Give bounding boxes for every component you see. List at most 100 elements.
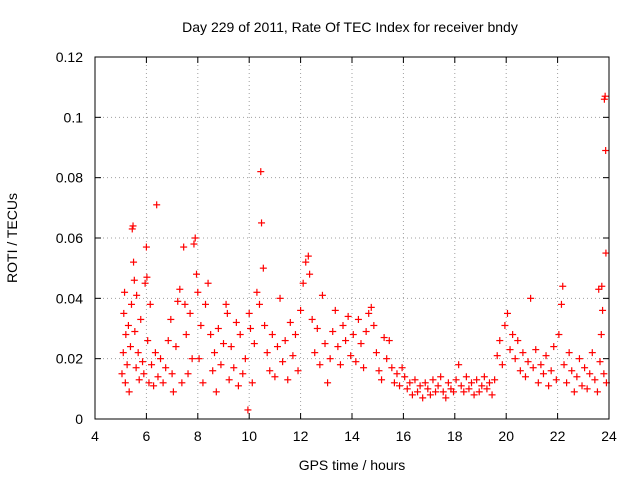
data-point xyxy=(321,340,329,348)
data-point xyxy=(570,388,578,396)
data-point xyxy=(181,300,189,308)
data-point xyxy=(207,331,215,339)
data-point xyxy=(294,367,302,375)
data-point xyxy=(434,382,442,390)
data-point xyxy=(534,379,542,387)
data-point xyxy=(529,364,537,372)
data-point xyxy=(276,294,284,302)
y-tick-label: 0.1 xyxy=(64,109,84,125)
data-point xyxy=(339,321,347,329)
data-point xyxy=(514,337,522,345)
axis-ticks: 4 6 8 10 12 14 16 18 20 22 24 0 0.02 0.04 0.06 0.08 0.1 0… xyxy=(56,49,617,444)
data-point xyxy=(258,219,266,227)
data-point xyxy=(145,379,153,387)
data-point xyxy=(154,373,162,381)
y-tick-label: 0.08 xyxy=(56,170,83,186)
data-point xyxy=(236,331,244,339)
data-point xyxy=(547,367,555,375)
data-point xyxy=(411,376,419,384)
data-point xyxy=(134,349,142,357)
data-point xyxy=(555,331,563,339)
data-point xyxy=(194,288,202,296)
data-point xyxy=(349,331,357,339)
data-point xyxy=(539,370,547,378)
data-point xyxy=(498,361,506,369)
data-point xyxy=(509,331,517,339)
data-point xyxy=(146,300,154,308)
data-point xyxy=(324,379,332,387)
data-point xyxy=(347,352,355,360)
data-point xyxy=(559,282,567,290)
data-point xyxy=(450,388,458,396)
data-point xyxy=(124,321,132,329)
data-point xyxy=(180,243,188,251)
data-point xyxy=(191,234,199,242)
data-point xyxy=(118,370,126,378)
data-point xyxy=(336,361,344,369)
x-axis-label: GPS time / hours xyxy=(299,457,406,473)
data-point xyxy=(329,328,337,336)
data-point xyxy=(527,294,535,302)
data-point xyxy=(125,388,133,396)
data-point xyxy=(142,243,150,251)
data-point xyxy=(135,376,143,384)
data-point xyxy=(271,373,279,381)
data-point xyxy=(588,349,596,357)
data-point xyxy=(214,325,222,332)
data-point xyxy=(462,373,470,381)
data-point xyxy=(212,388,220,396)
data-point xyxy=(311,349,319,357)
data-point xyxy=(597,331,605,339)
data-point xyxy=(362,328,370,336)
data-point xyxy=(429,376,437,384)
data-point xyxy=(563,379,571,387)
data-point xyxy=(234,382,242,390)
data-point xyxy=(169,388,177,396)
data-point xyxy=(121,288,129,296)
data-point xyxy=(401,373,409,381)
data-point xyxy=(168,370,176,378)
data-point xyxy=(480,373,488,381)
data-point xyxy=(419,394,427,402)
data-point xyxy=(593,388,601,396)
x-tick-label: 20 xyxy=(498,428,514,444)
data-point xyxy=(133,291,141,299)
data-point xyxy=(176,285,184,293)
data-point xyxy=(532,346,540,354)
data-point xyxy=(602,147,610,155)
data-point xyxy=(488,391,496,399)
data-point xyxy=(331,306,339,314)
data-point xyxy=(519,349,527,357)
y-tick-label: 0.06 xyxy=(56,230,83,246)
data-point xyxy=(164,337,172,345)
data-point xyxy=(475,388,483,396)
data-point xyxy=(602,249,610,257)
data-point xyxy=(501,321,509,329)
x-tick-label: 24 xyxy=(601,428,617,444)
data-point xyxy=(473,376,481,384)
data-point xyxy=(137,315,145,323)
data-point xyxy=(478,382,486,390)
data-point xyxy=(521,373,529,381)
data-point xyxy=(241,355,249,363)
data-point xyxy=(598,282,606,290)
data-point xyxy=(334,343,342,351)
x-tick-label: 18 xyxy=(447,428,463,444)
data-point xyxy=(143,273,151,281)
y-tick-label: 0.12 xyxy=(56,49,83,65)
data-point xyxy=(162,364,170,372)
data-point xyxy=(354,315,362,323)
data-point xyxy=(424,385,432,393)
data-point xyxy=(506,346,514,354)
data-point xyxy=(583,385,591,393)
x-tick-label: 4 xyxy=(91,428,99,444)
data-point xyxy=(257,168,265,176)
data-point xyxy=(211,349,219,357)
data-point xyxy=(586,370,594,378)
data-point xyxy=(144,337,152,345)
data-point xyxy=(129,222,137,230)
data-point xyxy=(263,349,271,357)
data-point xyxy=(190,240,198,248)
data-point xyxy=(159,379,167,387)
data-point xyxy=(370,321,378,329)
